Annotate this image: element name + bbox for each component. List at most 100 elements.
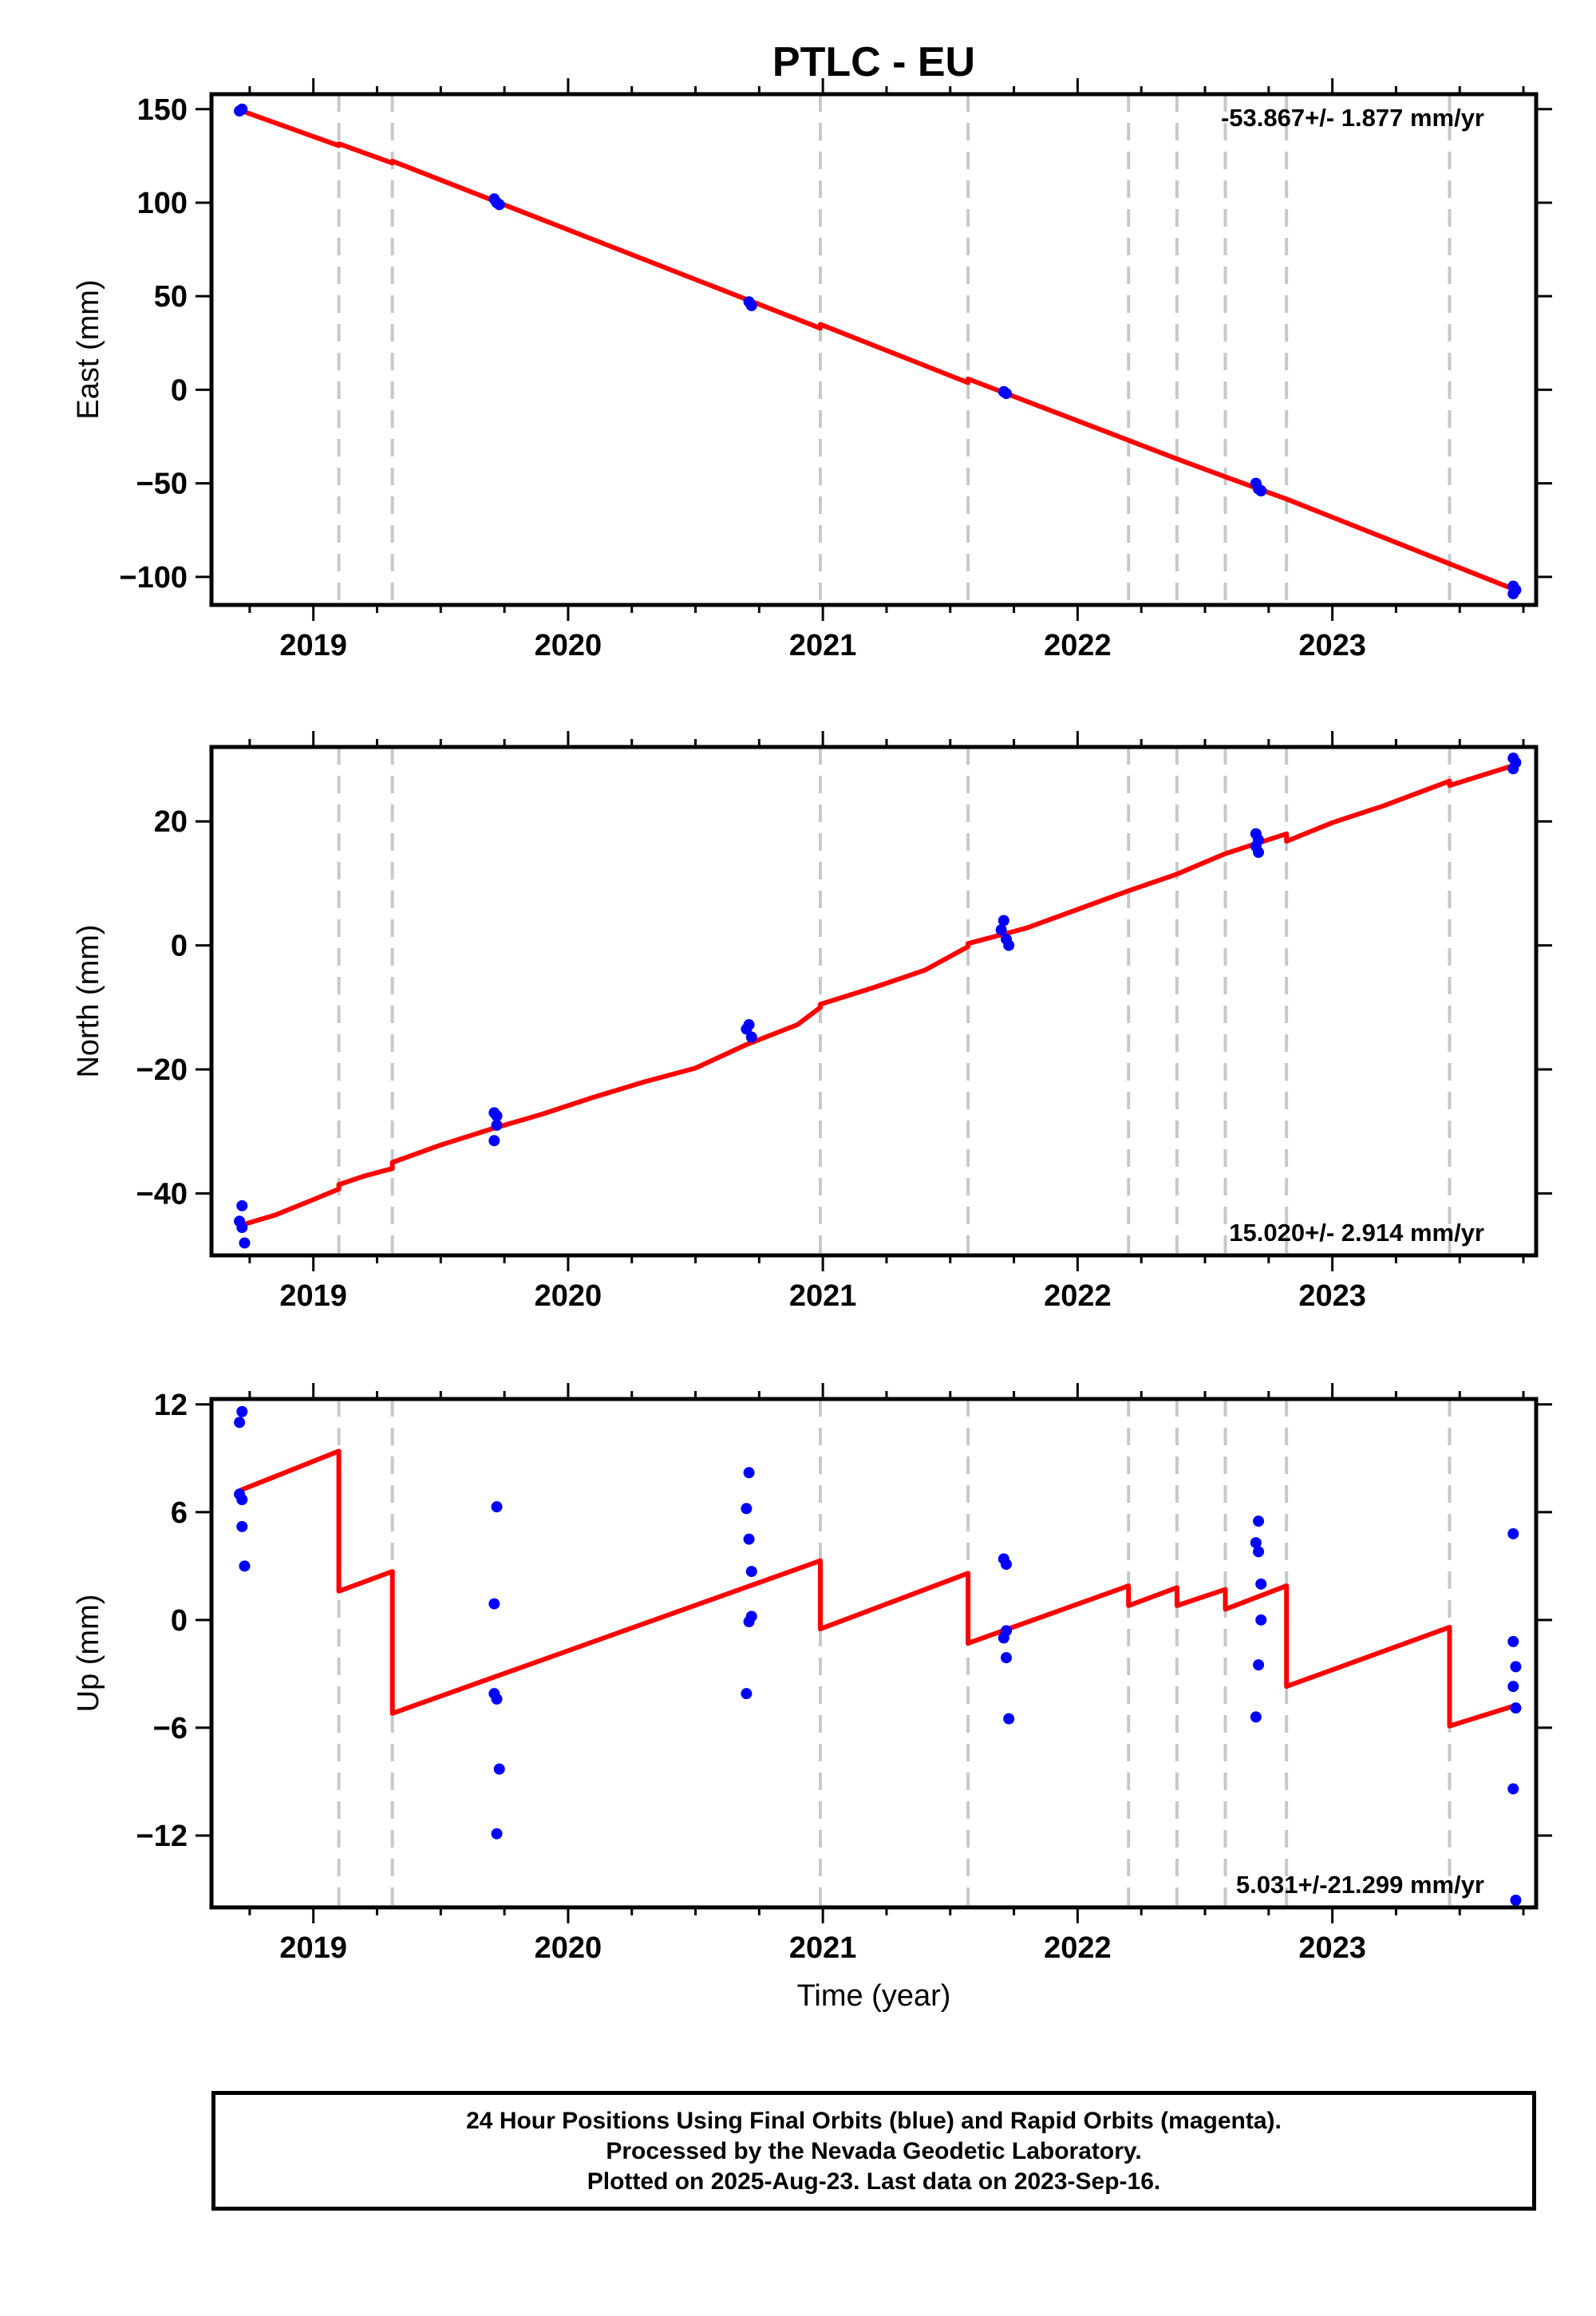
x-tick-label: 2021 — [789, 1279, 857, 1313]
plot-frame — [209, 1397, 1539, 1910]
data-point — [741, 1023, 753, 1035]
data-point — [1510, 1894, 1522, 1906]
x-tick-label: 2023 — [1298, 1931, 1366, 1965]
data-point — [1255, 1614, 1267, 1626]
y-axis-label: East (mm) — [72, 279, 105, 419]
data-point — [491, 1828, 503, 1840]
data-point — [236, 1494, 248, 1506]
x-tick-label: 2020 — [535, 1279, 602, 1313]
y-axis-label: Up (mm) — [72, 1595, 105, 1713]
data-point — [741, 1503, 753, 1515]
data-point — [743, 1533, 755, 1545]
y-tick-label: −40 — [136, 1177, 188, 1211]
data-point — [998, 915, 1009, 927]
data-point — [1001, 1652, 1012, 1664]
x-tick-label: 2021 — [789, 1931, 857, 1965]
footer-line-plotted: Plotted on 2025-Aug-23. Last data on 202… — [587, 2168, 1161, 2195]
data-point — [745, 1031, 757, 1043]
y-tick-label: 6 — [171, 1496, 188, 1530]
y-tick-label: 12 — [154, 1389, 188, 1422]
chart-title: PTLC - EU — [772, 39, 975, 85]
data-point — [491, 1501, 503, 1513]
model-line-up — [238, 1448, 1515, 1729]
data-point — [995, 924, 1007, 936]
model-line-east — [239, 108, 1515, 591]
y-tick-label: −12 — [136, 1820, 188, 1853]
y-tick-label: 150 — [137, 93, 188, 127]
x-tick-label: 2023 — [1298, 629, 1366, 662]
data-point — [745, 299, 757, 311]
footer-line-processed: Processed by the Nevada Geodetic Laborat… — [606, 2138, 1142, 2164]
data-point — [743, 1467, 755, 1479]
data-point — [741, 1688, 753, 1700]
data-point — [236, 1199, 248, 1211]
plot-frame — [209, 745, 1539, 1258]
data-point — [1253, 1546, 1265, 1558]
data-point — [239, 1560, 251, 1572]
data-point — [491, 1693, 503, 1705]
data-point — [1253, 1516, 1265, 1528]
data-point — [493, 1763, 505, 1775]
data-point — [491, 1110, 503, 1122]
x-tick-label: 2020 — [535, 629, 602, 662]
x-tick-label: 2019 — [279, 1279, 347, 1313]
y-tick-label: −6 — [153, 1712, 188, 1745]
x-tick-label: 2022 — [1044, 1931, 1112, 1965]
x-tick-label: 2022 — [1044, 1279, 1112, 1313]
y-tick-label: 0 — [171, 930, 188, 963]
x-tick-label: 2019 — [279, 1931, 347, 1965]
rate-label: 5.031+/-21.299 mm/yr — [1236, 1871, 1484, 1899]
data-point — [493, 199, 505, 211]
x-tick-label: 2020 — [535, 1931, 602, 1965]
data-point — [1507, 763, 1519, 775]
footer-line-orbits: 24 Hour Positions Using Final Orbits (bl… — [466, 2108, 1282, 2134]
x-tick-label: 2023 — [1298, 1279, 1366, 1313]
data-point — [488, 1598, 500, 1610]
data-point — [236, 1520, 248, 1532]
panel-up: 2019 2020 2021 2022 2023 12 6 0 −6 −12 Up (mm) 5.03… — [72, 1383, 1552, 1965]
rate-label: -53.867+/- 1.877 mm/yr — [1221, 104, 1484, 132]
y-tick-label: 50 — [154, 280, 188, 314]
data-point — [1001, 1559, 1012, 1571]
rate-label: 15.020+/- 2.914 mm/yr — [1229, 1219, 1484, 1247]
data-point — [236, 1405, 248, 1417]
data-point — [1507, 1528, 1519, 1539]
data-point — [1003, 1713, 1015, 1725]
y-tick-label: −100 — [119, 561, 188, 595]
data-point — [236, 1222, 248, 1234]
data-point — [1507, 587, 1519, 599]
panels: 2019 2020 2021 2022 2023 150 100 50 0 −50 −100 East… — [72, 78, 1552, 1965]
y-axis-label: North (mm) — [72, 924, 105, 1077]
data-point — [1250, 1711, 1262, 1723]
y-tick-label: 0 — [171, 1604, 188, 1638]
y-tick-label: 20 — [154, 805, 188, 839]
data-point — [1507, 1783, 1519, 1795]
y-tick-label: −20 — [136, 1053, 188, 1087]
data-point — [1250, 1537, 1262, 1549]
data-point — [1001, 388, 1012, 400]
x-tick-label: 2022 — [1044, 629, 1112, 662]
data-point — [745, 1566, 757, 1578]
data-point — [236, 103, 248, 115]
x-axis-label: Time (year) — [797, 1979, 951, 2013]
data-point — [1253, 847, 1265, 859]
x-tick-label: 2019 — [279, 629, 347, 662]
data-point — [1510, 1661, 1522, 1673]
y-tick-label: 100 — [137, 187, 188, 220]
data-point — [743, 1616, 755, 1628]
data-point — [1507, 1635, 1519, 1647]
data-point — [1003, 939, 1015, 951]
model-line-north — [239, 763, 1515, 1228]
data-point — [1510, 1702, 1522, 1714]
data-point — [1255, 1578, 1267, 1590]
data-point — [491, 1119, 503, 1131]
data-point — [488, 1135, 500, 1147]
x-tick-label: 2021 — [789, 629, 857, 662]
panel-north: 2019 2020 2021 2022 2023 20 0 −20 −40 North (mm) 1… — [72, 731, 1552, 1313]
data-point — [1255, 484, 1267, 496]
footer-caption-box: 24 Hour Positions Using Final Orbits (bl… — [211, 2091, 1536, 2211]
data-point — [239, 1237, 251, 1249]
data-point — [1253, 1659, 1265, 1671]
y-tick-label: 0 — [171, 373, 188, 407]
